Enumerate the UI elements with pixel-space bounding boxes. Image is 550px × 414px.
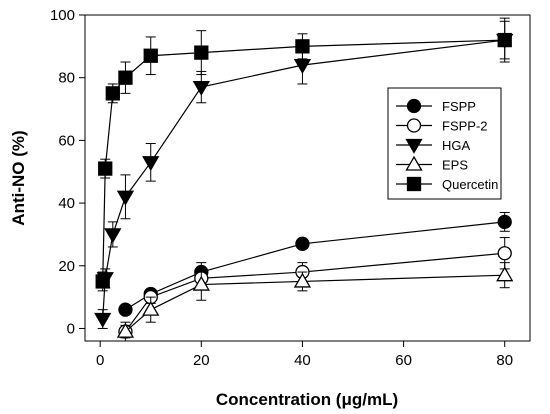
y-axis-title: Anti-NO (%) — [9, 130, 28, 225]
data-point — [142, 156, 160, 172]
data-point — [95, 274, 110, 289]
series-eps — [116, 262, 514, 342]
x-tick-label: 0 — [96, 352, 104, 369]
legend-marker-fspp — [406, 98, 422, 114]
data-point — [118, 302, 133, 317]
data-point — [98, 161, 113, 176]
series-quercetin — [95, 17, 512, 292]
x-axis: 0 20 40 60 80 — [96, 341, 513, 369]
data-point — [104, 228, 122, 244]
legend-marker-quercetin — [406, 176, 422, 192]
series-line-eps — [125, 274, 505, 333]
legend: FSPP FSPP-2 HGA EPS Quercetin — [387, 87, 502, 200]
data-point — [192, 80, 210, 96]
x-tick-label: 20 — [193, 352, 210, 369]
data-point — [497, 32, 512, 48]
legend-label: HGA — [442, 138, 471, 153]
data-point — [118, 70, 133, 85]
data-point — [192, 275, 210, 291]
data-point — [116, 190, 135, 206]
legend-marker-fspp-2 — [406, 118, 422, 133]
legend-label: FSPP — [442, 99, 476, 114]
x-tick-label: 80 — [496, 352, 513, 369]
series-line-hga — [102, 39, 505, 320]
data-point — [497, 214, 512, 230]
y-tick-label: 0 — [67, 320, 75, 337]
series-fspp-2 — [118, 237, 512, 339]
legend-label: EPS — [442, 158, 468, 173]
data-point — [295, 236, 310, 251]
data-point — [142, 300, 160, 316]
data-point — [293, 272, 312, 288]
y-tick-label: 40 — [58, 195, 75, 212]
legend-marker-eps — [405, 155, 423, 171]
series-layer — [94, 17, 514, 342]
plot-frame — [84, 14, 531, 342]
legend-marker-hga — [405, 138, 423, 154]
legend-label: FSPP-2 — [442, 119, 488, 134]
x-axis-title: Concentration (μg/mL) — [216, 390, 398, 409]
series-line-fspp — [125, 221, 505, 311]
data-point — [497, 246, 512, 261]
data-point — [143, 48, 158, 63]
x-tick-label: 40 — [294, 352, 311, 369]
x-tick-label: 60 — [395, 352, 412, 369]
y-tick-label: 20 — [58, 258, 75, 275]
y-axis: 0 20 40 60 80 100 — [50, 7, 85, 337]
y-tick-label: 80 — [58, 70, 75, 87]
data-point — [94, 312, 112, 328]
y-tick-label: 60 — [58, 132, 75, 149]
series-fspp — [118, 211, 512, 317]
data-point — [295, 39, 310, 54]
y-tick-label: 100 — [50, 7, 75, 24]
data-point — [105, 86, 120, 101]
legend-label: Quercetin — [442, 177, 498, 192]
series-line-fspp-2 — [124, 252, 505, 332]
series-line-quercetin — [102, 39, 505, 282]
data-point — [293, 59, 312, 74]
data-point — [496, 266, 514, 282]
data-point — [116, 322, 135, 338]
data-point — [194, 45, 209, 60]
